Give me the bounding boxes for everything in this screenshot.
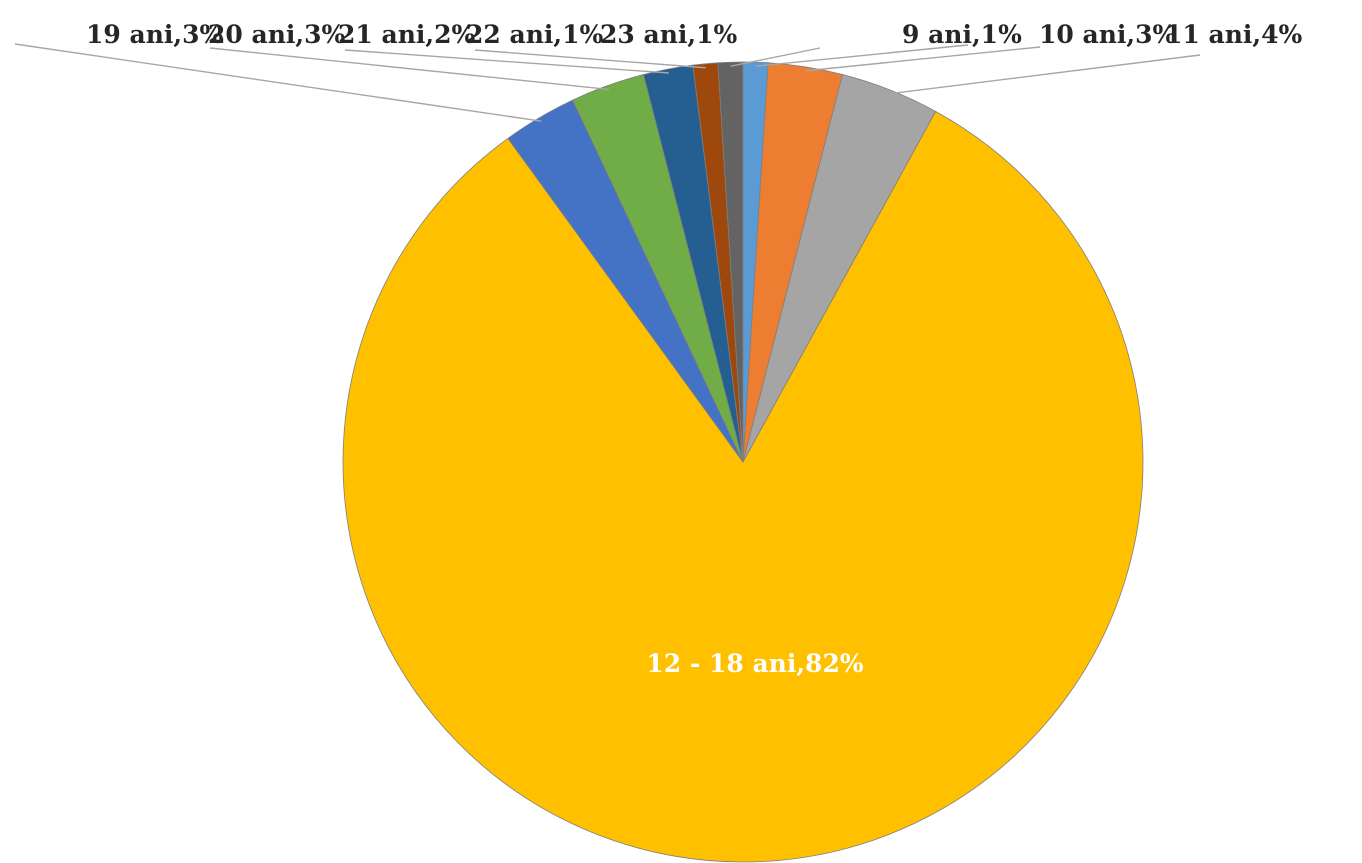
slice-12-18-ani: [342, 110, 1144, 863]
leader-line-22-ani: [474, 49, 706, 69]
data-label-12-18-ani: 12 - 18 ani,82%: [646, 649, 863, 678]
leader-line-11-ani: [888, 54, 1201, 95]
leader-line-19-ani: [14, 43, 542, 122]
data-label-9-ani: 9 ani,1%: [902, 20, 1022, 49]
data-label-11-ani: 11 ani,4%: [1165, 20, 1302, 49]
leader-lines: [14, 43, 1201, 122]
data-label-22-ani: 22 ani,1%: [466, 20, 603, 49]
data-label-20-ani: 20 ani,3%: [208, 20, 345, 49]
data-label-21-ani: 21 ani,2%: [338, 20, 475, 49]
slice-23-ani: [717, 61, 744, 463]
leader-line-21-ani: [344, 49, 669, 74]
leader-line-23-ani: [730, 47, 821, 67]
data-labels: 9 ani,1% 10 ani,3%11 ani,4% 12 - 18 ani,82…: [86, 20, 1302, 678]
leader-line-9-ani: [755, 44, 969, 67]
pie-slices: [342, 61, 1144, 863]
data-label-19-ani: 19 ani,3%: [86, 20, 223, 49]
data-label-23-ani: 23 ani,1%: [600, 20, 737, 49]
data-label-10-ani: 10 ani,3%: [1039, 20, 1176, 49]
leader-line-20-ani: [209, 47, 609, 91]
leader-line-10-ani: [804, 46, 1041, 72]
